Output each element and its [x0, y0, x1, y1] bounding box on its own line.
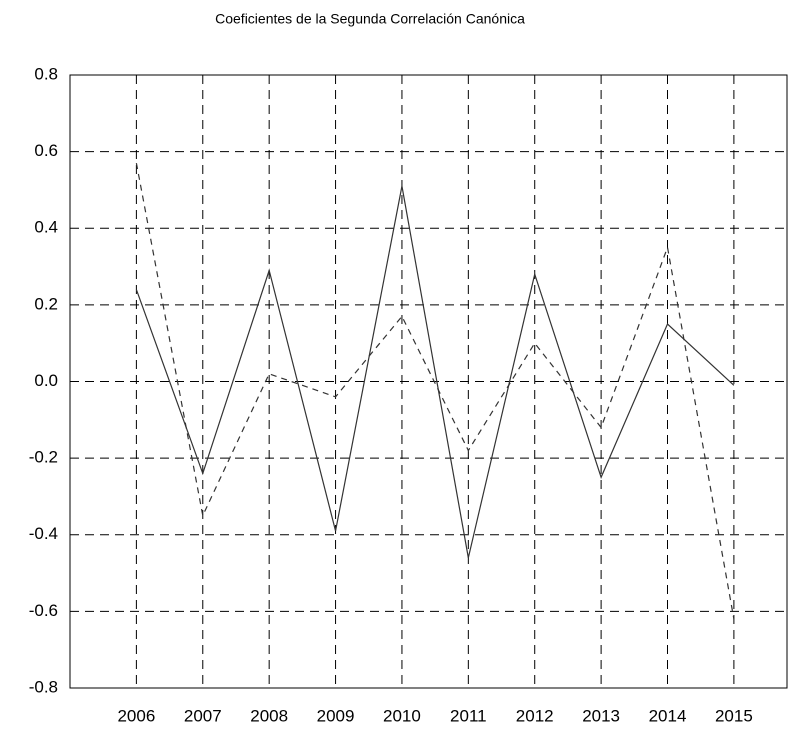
y-tick-label: -0.6: [29, 601, 58, 620]
series-line: [135, 185, 735, 558]
y-tick-label: 0.0: [34, 371, 58, 390]
series-line: [135, 163, 735, 620]
x-tick-label: 2007: [184, 706, 222, 725]
x-tick-label: 2008: [250, 706, 288, 725]
x-tick-label: 2012: [516, 706, 554, 725]
x-tick-label: 2014: [649, 706, 687, 725]
y-tick-label: 0.4: [34, 218, 58, 237]
x-tick-label: 2015: [715, 706, 753, 725]
y-tick-label: -0.2: [29, 448, 58, 467]
x-tick-label: 2006: [117, 706, 155, 725]
x-tick-label: 2010: [383, 706, 421, 725]
x-tick-label: 2011: [450, 706, 487, 725]
y-tick-label: 0.2: [34, 294, 58, 313]
y-tick-label: 0.8: [34, 64, 58, 83]
y-tick-label: -0.4: [29, 524, 58, 543]
y-tick-label: 0.6: [34, 141, 58, 160]
chart-title: Coeficientes de la Segunda Correlación C…: [215, 11, 525, 27]
x-tick-label: 2009: [317, 706, 355, 725]
x-tick-label: 2013: [582, 706, 620, 725]
y-tick-label: -0.8: [29, 677, 58, 696]
